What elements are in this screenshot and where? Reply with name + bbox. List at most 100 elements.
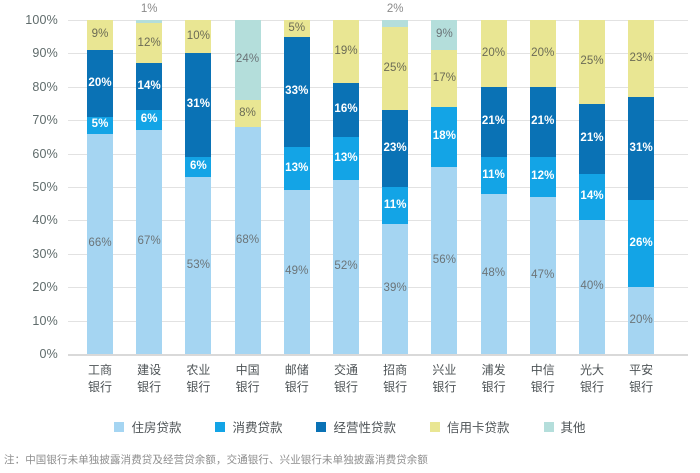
bar-segment-label: 10% (186, 29, 211, 42)
bar-segment[interactable]: 53% (185, 176, 212, 354)
chart-footnote: 注：中国银行未单独披露消费贷及经营贷余额，交通银行、兴业银行未单独披露消费贷余额 (4, 454, 428, 466)
bar-group[interactable]: 48% 11% 21% 20% (480, 20, 507, 354)
bar-group[interactable]: 39% 11% 23% 25% 2% (382, 3, 409, 354)
bar-group[interactable]: 67% 6% 14% 12% 1% (136, 3, 163, 354)
stacked-bar[interactable]: 20% 26% 31% 23% (628, 20, 655, 354)
bar-group[interactable]: 53% 6% 31% 10% (185, 20, 212, 354)
bar-group[interactable]: 49% 13% 33% 5% (283, 20, 310, 354)
stacked-bar[interactable]: 68% 8% 24% (234, 20, 261, 354)
bar-segment[interactable]: 6% (185, 156, 212, 177)
bar-segment[interactable]: 11% (382, 187, 409, 224)
stacked-bar[interactable]: 56% 18% 17% 9% (431, 20, 458, 354)
bar-segment[interactable]: 16% (333, 83, 359, 137)
bar-segment[interactable]: 17% (431, 50, 458, 107)
bar-segment-label: 6% (189, 160, 207, 173)
bar-segment-label: 14% (137, 80, 161, 93)
bar-segment[interactable]: 24% (234, 20, 261, 101)
legend-item[interactable]: 其他 (543, 417, 586, 436)
bar-segment[interactable]: 31% (628, 96, 655, 201)
x-axis-tick-label: 农业 银行 (186, 363, 211, 394)
gridline (68, 53, 688, 55)
bar-segment-label: 49% (285, 265, 309, 278)
bar-segment[interactable] (136, 20, 163, 24)
bar-segment[interactable]: 13% (283, 146, 310, 191)
gridline (68, 320, 688, 322)
y-axis-tick-label: 60% (32, 146, 58, 161)
bar-segment[interactable]: 21% (480, 86, 507, 157)
stacked-bar[interactable]: 52% 13% 16% 19% (333, 20, 359, 354)
bar-segment[interactable]: 8% (234, 100, 261, 127)
bar-segment[interactable]: 52% (333, 180, 359, 354)
bar-group[interactable]: 47% 12% 21% 20% (529, 20, 556, 354)
bar-segment[interactable]: 20% (628, 287, 655, 354)
bar-segment[interactable]: 39% (382, 223, 409, 354)
bar-segment[interactable]: 9% (431, 20, 458, 51)
bar-segment[interactable]: 56% (431, 166, 458, 354)
bar-segment[interactable]: 12% (529, 156, 556, 198)
stacked-bar[interactable]: 67% 6% 14% 12% (136, 20, 163, 354)
bar-segment[interactable]: 21% (529, 86, 556, 157)
bar-segment[interactable]: 21% (579, 103, 605, 174)
bar-segment[interactable]: 49% (283, 190, 310, 354)
bar-segment[interactable]: 48% (480, 193, 507, 354)
gridline (68, 287, 688, 289)
bar-segment[interactable]: 66% (87, 133, 113, 354)
bar-segment[interactable]: 18% (431, 106, 458, 167)
bar-segment[interactable]: 67% (136, 130, 163, 354)
stacked-bar[interactable]: 47% 12% 21% 20% (529, 20, 556, 354)
bar-segment[interactable]: 20% (480, 20, 507, 87)
bar-segment[interactable]: 11% (480, 156, 507, 194)
bar-segment[interactable]: 31% (185, 53, 212, 157)
legend-label: 其他 (560, 421, 586, 435)
bar-segment[interactable] (382, 20, 409, 27)
bar-segment[interactable]: 26% (628, 200, 655, 288)
bar-segment[interactable]: 9% (87, 20, 113, 51)
bar-segment[interactable]: 40% (579, 220, 605, 354)
bar-segment[interactable]: 68% (234, 126, 261, 354)
x-axis-tick-label: 光大 银行 (579, 363, 604, 394)
bar-segment-label: 17% (432, 71, 457, 84)
bar-segment[interactable]: 25% (579, 20, 605, 104)
bar-group[interactable]: 40% 14% 21% 25% (579, 20, 605, 354)
bar-segment-label: 20% (531, 46, 555, 59)
bar-segment[interactable]: 23% (382, 110, 409, 188)
bar-segment[interactable]: 33% (283, 36, 310, 147)
bar-segment[interactable]: 47% (529, 197, 556, 354)
plot-area: 66% 5% 20% 9% 67% 6% 14% 12% 1% 53% 6% 31% 10% 68% 8% 2… (68, 3, 688, 356)
bar-segment[interactable]: 20% (87, 50, 113, 117)
bar-group[interactable]: 20% 26% 31% 23% (628, 20, 655, 354)
bar-group[interactable]: 68% 8% 24% (234, 20, 261, 354)
bar-segment[interactable]: 10% (185, 20, 212, 54)
bar-group[interactable]: 66% 5% 20% 9% (87, 20, 113, 354)
bar-segment[interactable]: 14% (579, 173, 605, 221)
bar-segment[interactable]: 6% (136, 110, 163, 131)
bar-segment-label: 11% (383, 198, 407, 211)
bar-segment[interactable]: 20% (529, 20, 556, 87)
stacked-bar[interactable]: 39% 11% 23% 25% (382, 20, 409, 354)
stacked-bar[interactable]: 66% 5% 20% 9% (87, 20, 113, 354)
x-axis-tick-label: 浦发 银行 (481, 363, 506, 394)
bar-segment[interactable]: 5% (87, 116, 113, 134)
stacked-bar[interactable]: 49% 13% 33% 5% (283, 20, 310, 354)
stacked-bar[interactable]: 53% 6% 31% 10% (185, 20, 212, 354)
bar-segment[interactable]: 25% (382, 26, 409, 111)
bar-segment[interactable]: 12% (136, 23, 163, 64)
x-axis-tick-label: 工商 银行 (87, 363, 112, 394)
bar-outside-label: 2% (386, 2, 404, 15)
bar-segment[interactable]: 5% (283, 20, 310, 37)
bar-group[interactable]: 52% 13% 16% 19% (333, 20, 359, 354)
stacked-bar[interactable]: 40% 14% 21% 25% (579, 20, 605, 354)
legend-item[interactable]: 经营性贷款 (316, 417, 396, 436)
legend-item[interactable]: 信用卡贷款 (430, 417, 510, 436)
bar-segment[interactable]: 19% (333, 20, 359, 84)
bar-segment[interactable]: 13% (333, 136, 359, 181)
stacked-bar[interactable]: 48% 11% 21% 20% (480, 20, 507, 354)
bar-segment[interactable]: 14% (136, 63, 163, 111)
bar-segment[interactable]: 23% (628, 20, 655, 97)
bar-group[interactable]: 56% 18% 17% 9% (431, 20, 458, 354)
gridline (68, 187, 688, 188)
legend-item[interactable]: 消费贷款 (215, 417, 282, 436)
legend-item[interactable]: 住房贷款 (114, 417, 181, 436)
bar-segment-label: 5% (91, 118, 109, 131)
